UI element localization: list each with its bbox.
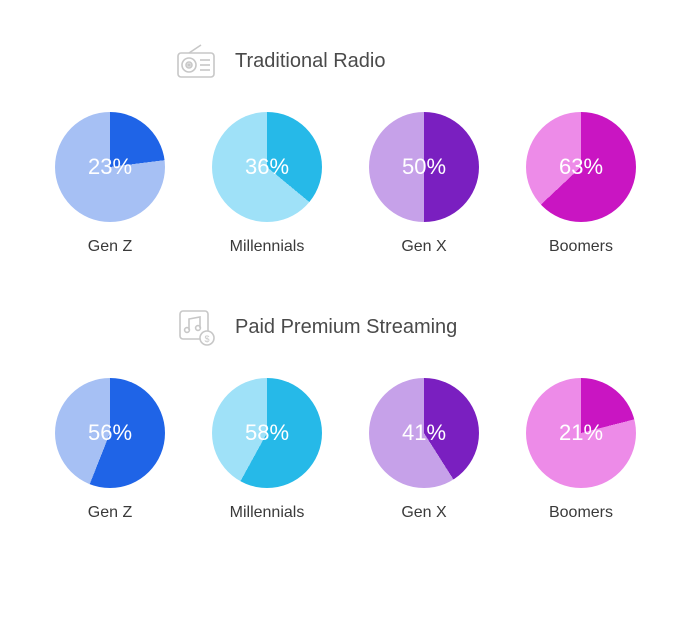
pie-percent-label: 23% [55, 112, 165, 222]
pie-wrap: 58% [212, 378, 322, 488]
pie-category-label: Millennials [230, 238, 305, 256]
pie-percent-label: 63% [526, 112, 636, 222]
pie-wrap: 23% [55, 112, 165, 222]
pie-category-label: Gen Z [88, 504, 132, 522]
pie-category-label: Gen X [401, 238, 446, 256]
pie-wrap: 41% [369, 378, 479, 488]
music-dollar-icon: $ [175, 306, 217, 348]
pie-category-label: Gen X [401, 504, 446, 522]
pie-percent-label: 36% [212, 112, 322, 222]
pie-chart: 63% Boomers [516, 112, 646, 256]
pie-chart: 36% Millennials [202, 112, 332, 256]
pie-percent-label: 58% [212, 378, 322, 488]
section-title: Traditional Radio [235, 50, 385, 73]
pie-chart: 58% Millennials [202, 378, 332, 522]
pie-wrap: 36% [212, 112, 322, 222]
pie-chart: 50% Gen X [359, 112, 489, 256]
pie-wrap: 50% [369, 112, 479, 222]
charts-row: 56% Gen Z 58% Millennials 41% Gen X 21% … [45, 378, 646, 522]
pie-chart: 41% Gen X [359, 378, 489, 522]
section-title: Paid Premium Streaming [235, 316, 457, 339]
radio-icon [175, 40, 217, 82]
pie-percent-label: 21% [526, 378, 636, 488]
pie-wrap: 63% [526, 112, 636, 222]
pie-chart: 21% Boomers [516, 378, 646, 522]
pie-chart: 23% Gen Z [45, 112, 175, 256]
section-header: $ Paid Premium Streaming [175, 306, 646, 348]
pie-percent-label: 41% [369, 378, 479, 488]
charts-row: 23% Gen Z 36% Millennials 50% Gen X 63% … [45, 112, 646, 256]
pie-wrap: 56% [55, 378, 165, 488]
svg-text:$: $ [204, 334, 209, 344]
pie-category-label: Millennials [230, 504, 305, 522]
pie-wrap: 21% [526, 378, 636, 488]
pie-percent-label: 50% [369, 112, 479, 222]
section-header: Traditional Radio [175, 40, 646, 82]
section-paid-premium-streaming: $ Paid Premium Streaming 56% Gen Z 58% M… [45, 306, 646, 522]
section-traditional-radio: Traditional Radio 23% Gen Z 36% Millenni… [45, 40, 646, 256]
pie-category-label: Gen Z [88, 238, 132, 256]
pie-category-label: Boomers [549, 504, 613, 522]
pie-category-label: Boomers [549, 238, 613, 256]
pie-percent-label: 56% [55, 378, 165, 488]
pie-chart: 56% Gen Z [45, 378, 175, 522]
